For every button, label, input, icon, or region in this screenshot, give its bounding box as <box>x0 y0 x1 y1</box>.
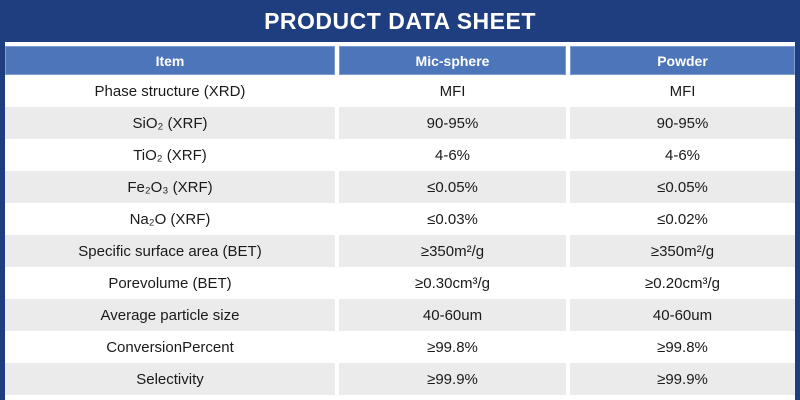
item-cell: SiO₂ (XRF) <box>5 107 335 139</box>
item-cell: Average particle size <box>5 299 335 331</box>
table-row: Fe₂O₃ (XRF) ≤0.05% ≤0.05% <box>5 171 795 203</box>
table-row: Porevolume (BET) ≥0.30cm³/g ≥0.20cm³/g <box>5 267 795 299</box>
table-row: Specific surface area (BET) ≥350m²/g ≥35… <box>5 235 795 267</box>
title-banner: PRODUCT DATA SHEET <box>0 0 800 42</box>
mic-sphere-cell: ≥99.8% <box>339 331 566 363</box>
mic-sphere-cell: 90-95% <box>339 107 566 139</box>
table-row: Na₂O (XRF) ≤0.03% ≤0.02% <box>5 203 795 235</box>
item-cell: Porevolume (BET) <box>5 267 335 299</box>
mic-sphere-cell: ≤0.05% <box>339 171 566 203</box>
mic-sphere-cell: ≤0.03% <box>339 203 566 235</box>
powder-cell: ≥0.20cm³/g <box>570 267 795 299</box>
page-title: PRODUCT DATA SHEET <box>264 7 536 34</box>
item-cell: Specific surface area (BET) <box>5 235 335 267</box>
item-cell: Phase structure (XRD) <box>5 75 335 107</box>
item-cell: ConversionPercent <box>5 331 335 363</box>
item-cell: Fe₂O₃ (XRF) <box>5 171 335 203</box>
table-body: Phase structure (XRD) MFI MFI SiO₂ (XRF)… <box>5 75 795 395</box>
table-header-row: Item Mic-sphere Powder <box>5 46 795 75</box>
powder-cell: ≥99.8% <box>570 331 795 363</box>
item-cell: TiO₂ (XRF) <box>5 139 335 171</box>
mic-sphere-cell: 4-6% <box>339 139 566 171</box>
table-row: Selectivity ≥99.9% ≥99.9% <box>5 363 795 395</box>
left-border-strip <box>0 0 5 400</box>
powder-cell: 40-60um <box>570 299 795 331</box>
mic-sphere-cell: ≥0.30cm³/g <box>339 267 566 299</box>
powder-cell: ≥99.9% <box>570 363 795 395</box>
powder-cell: ≤0.02% <box>570 203 795 235</box>
table-row: Average particle size 40-60um 40-60um <box>5 299 795 331</box>
mic-sphere-cell: 40-60um <box>339 299 566 331</box>
powder-cell: 4-6% <box>570 139 795 171</box>
powder-cell: ≥350m²/g <box>570 235 795 267</box>
mic-sphere-cell: MFI <box>339 75 566 107</box>
table-row: ConversionPercent ≥99.8% ≥99.8% <box>5 331 795 363</box>
column-header-item: Item <box>5 46 335 75</box>
table-row: Phase structure (XRD) MFI MFI <box>5 75 795 107</box>
powder-cell: 90-95% <box>570 107 795 139</box>
powder-cell: ≤0.05% <box>570 171 795 203</box>
powder-cell: MFI <box>570 75 795 107</box>
item-cell: Na₂O (XRF) <box>5 203 335 235</box>
table-row: TiO₂ (XRF) 4-6% 4-6% <box>5 139 795 171</box>
spec-table: Item Mic-sphere Powder Phase structure (… <box>5 46 795 395</box>
item-cell: Selectivity <box>5 363 335 395</box>
mic-sphere-cell: ≥99.9% <box>339 363 566 395</box>
mic-sphere-cell: ≥350m²/g <box>339 235 566 267</box>
table-row: SiO₂ (XRF) 90-95% 90-95% <box>5 107 795 139</box>
right-border-strip <box>795 0 800 400</box>
column-header-powder: Powder <box>570 46 795 75</box>
column-header-mic-sphere: Mic-sphere <box>339 46 566 75</box>
